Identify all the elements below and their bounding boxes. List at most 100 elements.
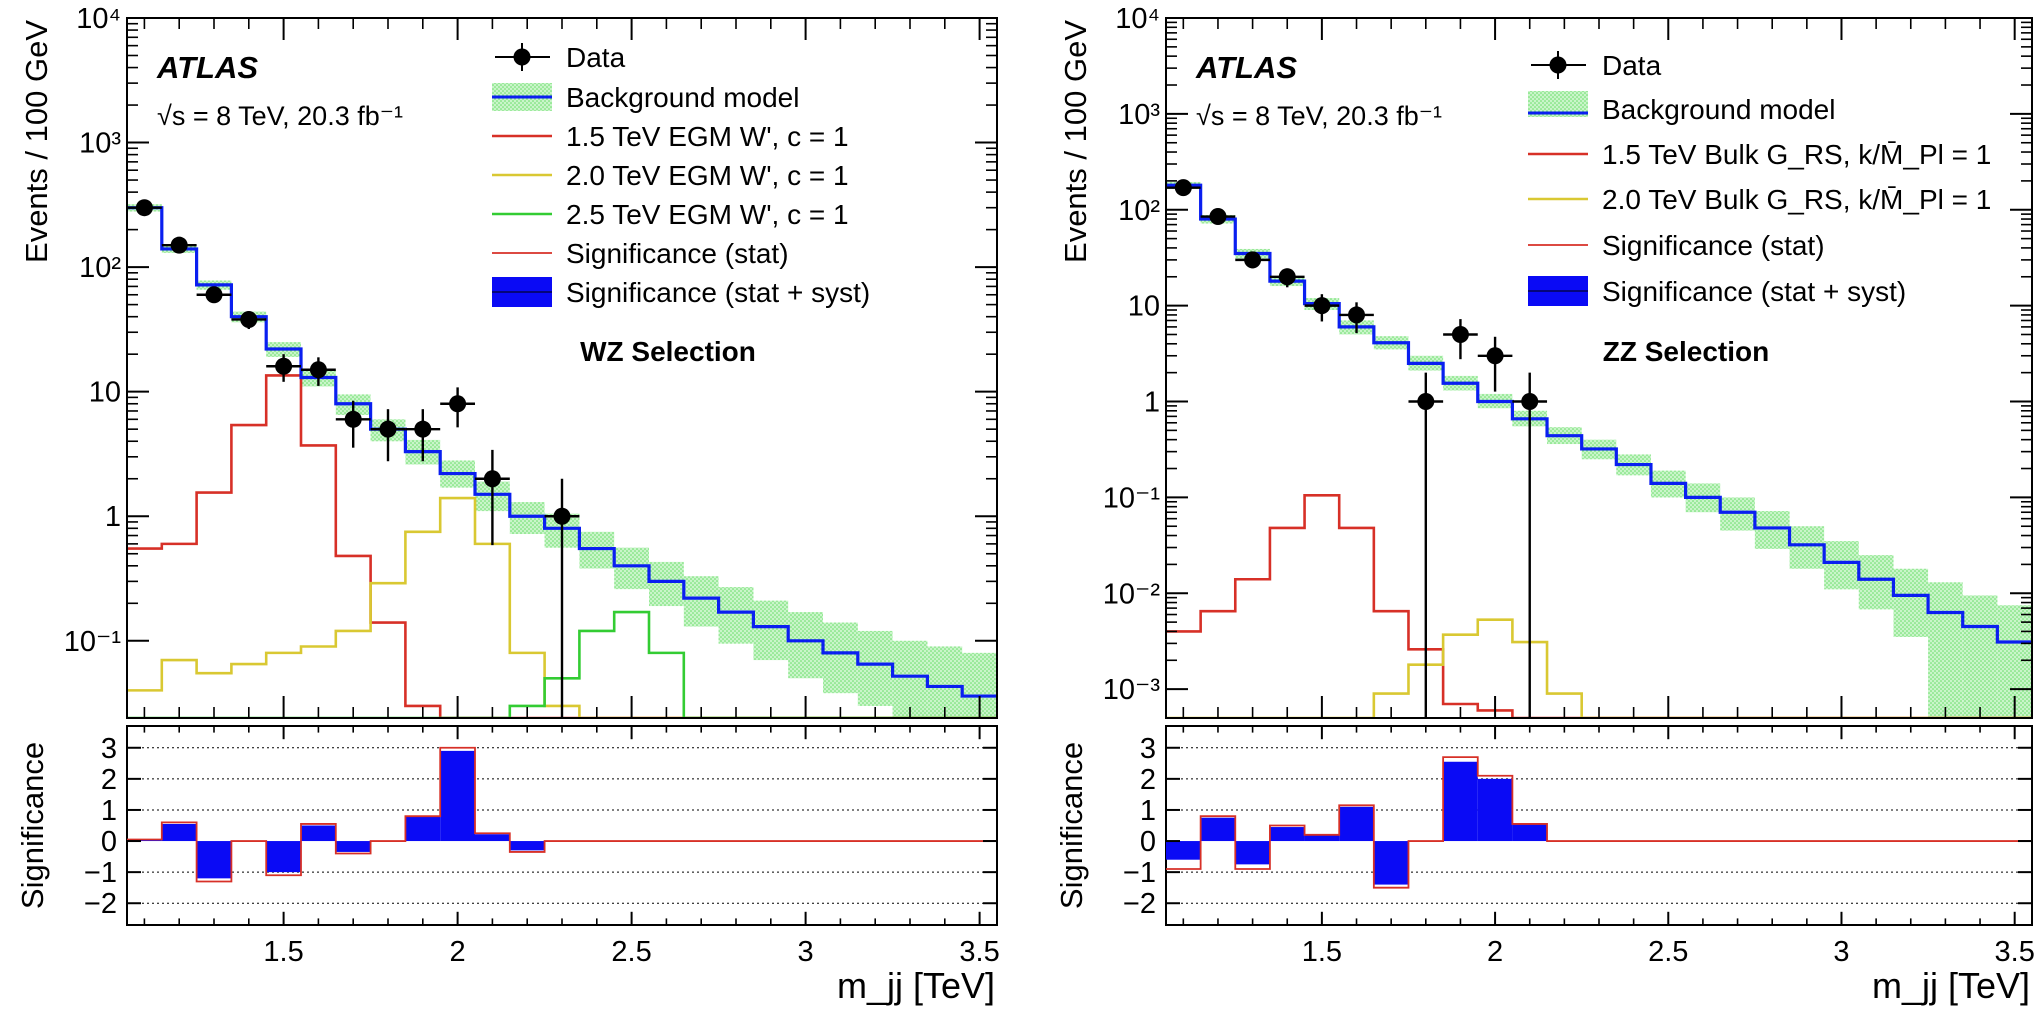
- selection-label: WZ Selection: [580, 336, 756, 367]
- data-marker: [344, 410, 362, 428]
- significance-syst-bar: [335, 841, 371, 852]
- ratio-y-tick-label: −2: [84, 888, 117, 920]
- data-marker: [1278, 268, 1296, 286]
- legend-signal-label: 1.5 TeV Bulk G_RS, k/M̄_Pl = 1: [1602, 139, 1991, 170]
- signal-histogram-1: [127, 374, 997, 718]
- data-point: [301, 357, 336, 386]
- data-point: [544, 478, 580, 718]
- signal-histogram-2: [127, 496, 997, 718]
- data-marker: [1313, 297, 1331, 315]
- data-point: [231, 310, 267, 330]
- data-point: [1408, 372, 1444, 718]
- background-uncertainty-band: [1720, 497, 1755, 531]
- background-uncertainty-band: [927, 646, 963, 718]
- data-marker: [240, 310, 258, 328]
- signal-histogram-3: [127, 610, 997, 718]
- legend: Data Background model 1.5 TeV Bulk G_RS, k…: [1528, 50, 1991, 307]
- background-uncertainty-band: [509, 502, 545, 535]
- y-tick-label: 10: [89, 377, 121, 409]
- x-tick-label: 2.5: [1648, 936, 1688, 968]
- data-marker: [1451, 325, 1469, 343]
- data-point: [440, 387, 475, 428]
- data-point: [1166, 179, 1201, 197]
- x-tick-label: 3: [1833, 936, 1849, 968]
- legend: Data Background model 1.5 TeV EGM W', c = …: [492, 42, 870, 308]
- y-tick-label: 10⁴: [76, 3, 121, 35]
- x-tick-label: 3.5: [1995, 936, 2035, 968]
- background-uncertainty-band: [1928, 582, 1963, 718]
- energy-label: √s = 8 TeV, 20.3 fb⁻¹: [1196, 101, 1442, 131]
- signal-histogram-2: [1166, 618, 2032, 718]
- data-marker: [1521, 393, 1539, 411]
- data-point: [1443, 319, 1478, 360]
- x-tick-label: 2.5: [611, 936, 651, 968]
- x-tick-label: 2: [1487, 936, 1503, 968]
- background-uncertainty-band: [1962, 595, 1998, 718]
- significance-syst-bar: [266, 841, 301, 873]
- significance-syst-bar: [509, 841, 545, 851]
- legend-data-marker: [1549, 56, 1567, 74]
- y-tick-label: 10⁻³: [1103, 674, 1161, 706]
- data-marker: [205, 286, 223, 304]
- y-tick-label: 10²: [1118, 195, 1160, 227]
- legend-background-label: Background model: [1602, 94, 1835, 125]
- main-plot-area: [1166, 179, 2032, 718]
- y-tick-label: 10³: [1118, 99, 1160, 131]
- significance-syst-bar: [1235, 841, 1270, 865]
- ratio-y-tick-label: 0: [1140, 826, 1156, 858]
- significance-syst-bar: [405, 816, 441, 842]
- legend-background-label: Background model: [566, 82, 799, 113]
- y-tick-label: 10⁴: [1115, 3, 1160, 35]
- legend-sig-stat-label: Significance (stat): [1602, 230, 1825, 261]
- data-point: [1235, 251, 1270, 269]
- legend-data-label: Data: [1602, 50, 1662, 81]
- background-uncertainty-band: [649, 561, 684, 607]
- data-marker: [379, 420, 397, 438]
- significance-syst-bar: [1304, 835, 1340, 842]
- significance-syst-bar: [475, 834, 510, 842]
- ratio-y-tick-label: 1: [1140, 795, 1156, 827]
- significance-syst-bar: [1512, 823, 1548, 842]
- background-uncertainty-band: [788, 612, 823, 679]
- data-point: [1269, 268, 1305, 288]
- x-tick-label: 1.5: [1302, 936, 1342, 968]
- background-uncertainty-band: [614, 547, 649, 590]
- significance-syst-bar: [1339, 806, 1374, 842]
- ratio-y-tick-label: 2: [101, 764, 117, 796]
- ratio-y-tick-label: 3: [101, 733, 117, 765]
- x-tick-label: 2: [450, 936, 466, 968]
- x-axis-title: m_jj [TeV]: [837, 965, 995, 1006]
- experiment-label: ATLAS: [1195, 50, 1297, 85]
- y-tick-label: 10⁻¹: [1103, 482, 1161, 514]
- data-marker: [449, 395, 467, 413]
- legend-signal-label: 2.5 TeV EGM W', c = 1: [566, 199, 849, 230]
- significance-syst-bar: [1443, 761, 1478, 842]
- y-tick-label: 10³: [79, 128, 121, 160]
- data-point: [1339, 302, 1374, 334]
- significance-syst-bar: [1200, 817, 1236, 842]
- y-tick-label: 10⁻²: [1103, 578, 1161, 610]
- data-marker: [275, 357, 293, 375]
- data-point: [1512, 372, 1548, 718]
- y-tick-label: 10: [1128, 291, 1160, 323]
- data-marker: [170, 236, 188, 254]
- data-marker: [1209, 208, 1227, 226]
- data-point: [405, 409, 441, 462]
- background-uncertainty-band: [683, 576, 719, 627]
- background-uncertainty-band: [1824, 541, 1859, 590]
- significance-stat-line: [1166, 756, 2032, 889]
- data-marker: [1417, 393, 1435, 411]
- significance-stat-line: [127, 746, 997, 883]
- significance-syst-bar: [1477, 778, 1513, 842]
- y-tick-label: 1: [105, 501, 121, 533]
- data-marker: [1244, 251, 1262, 269]
- y-axis-title: Events / 100 GeV: [1058, 20, 1093, 263]
- significance-syst-bar: [1166, 841, 1201, 860]
- x-tick-label: 3: [798, 936, 814, 968]
- ratio-y-tick-label: 0: [101, 826, 117, 858]
- background-uncertainty-band: [1858, 555, 1894, 610]
